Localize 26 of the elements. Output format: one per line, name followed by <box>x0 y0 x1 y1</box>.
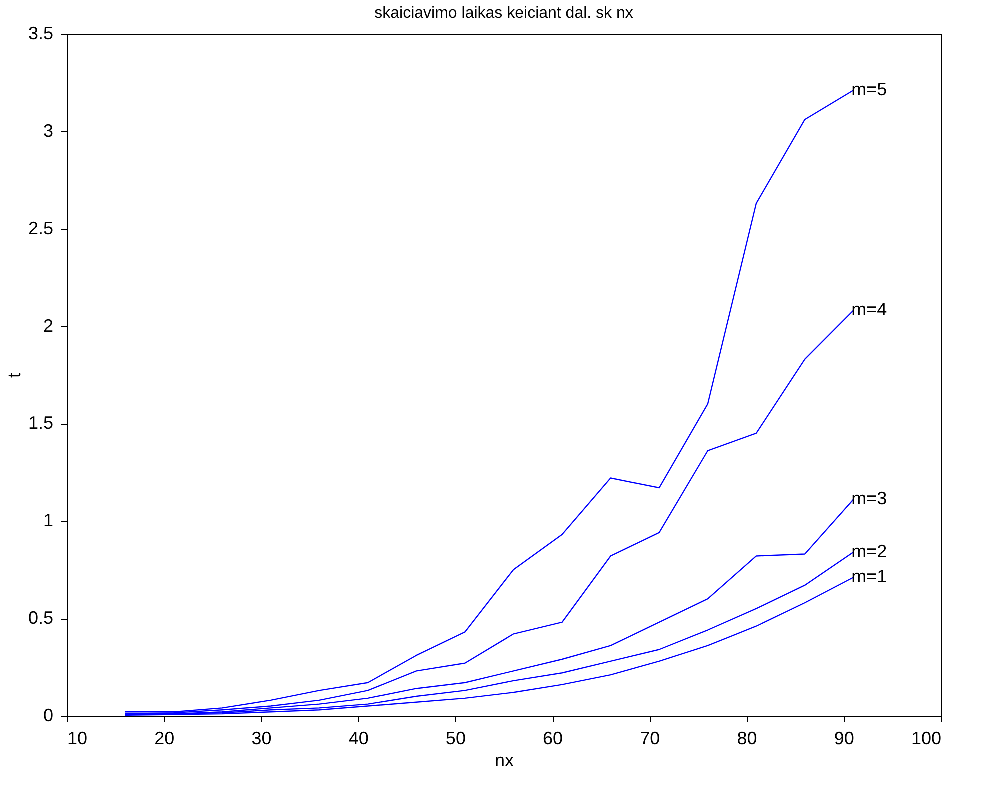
x-tick-label: 90 <box>834 728 854 748</box>
x-tick-label: 60 <box>543 728 564 748</box>
x-tick-label: 10 <box>68 728 88 748</box>
x-tick-label: 40 <box>348 728 369 748</box>
y-tick-label: 0.5 <box>28 608 54 628</box>
y-tick-label: 1 <box>43 510 54 531</box>
y-tick-label: 2 <box>43 316 54 336</box>
series-label: m=3 <box>852 488 888 509</box>
y-axis-title: t <box>4 372 24 378</box>
y-tick-label: 1.5 <box>28 413 54 434</box>
x-tick-label: 70 <box>640 728 660 748</box>
x-axis-title: nx <box>494 750 514 770</box>
chart-title: skaiciavimo laikas keiciant dal. sk nx <box>374 5 634 22</box>
x-tick-label: 50 <box>446 728 466 748</box>
series-label: m=4 <box>852 300 888 320</box>
y-tick-label: 2.5 <box>28 218 54 238</box>
series-label: m=1 <box>852 566 888 587</box>
y-tick-label: 3.5 <box>28 24 54 44</box>
x-tick-label: 80 <box>737 728 758 748</box>
y-tick-label: 0 <box>43 706 54 726</box>
x-tick-label: 30 <box>252 728 272 748</box>
y-tick-label: 3 <box>43 120 54 141</box>
series-label: m=5 <box>852 80 888 100</box>
series-label: m=2 <box>852 541 888 562</box>
x-tick-label: 20 <box>154 728 175 748</box>
x-tick-label: 100 <box>911 728 942 748</box>
